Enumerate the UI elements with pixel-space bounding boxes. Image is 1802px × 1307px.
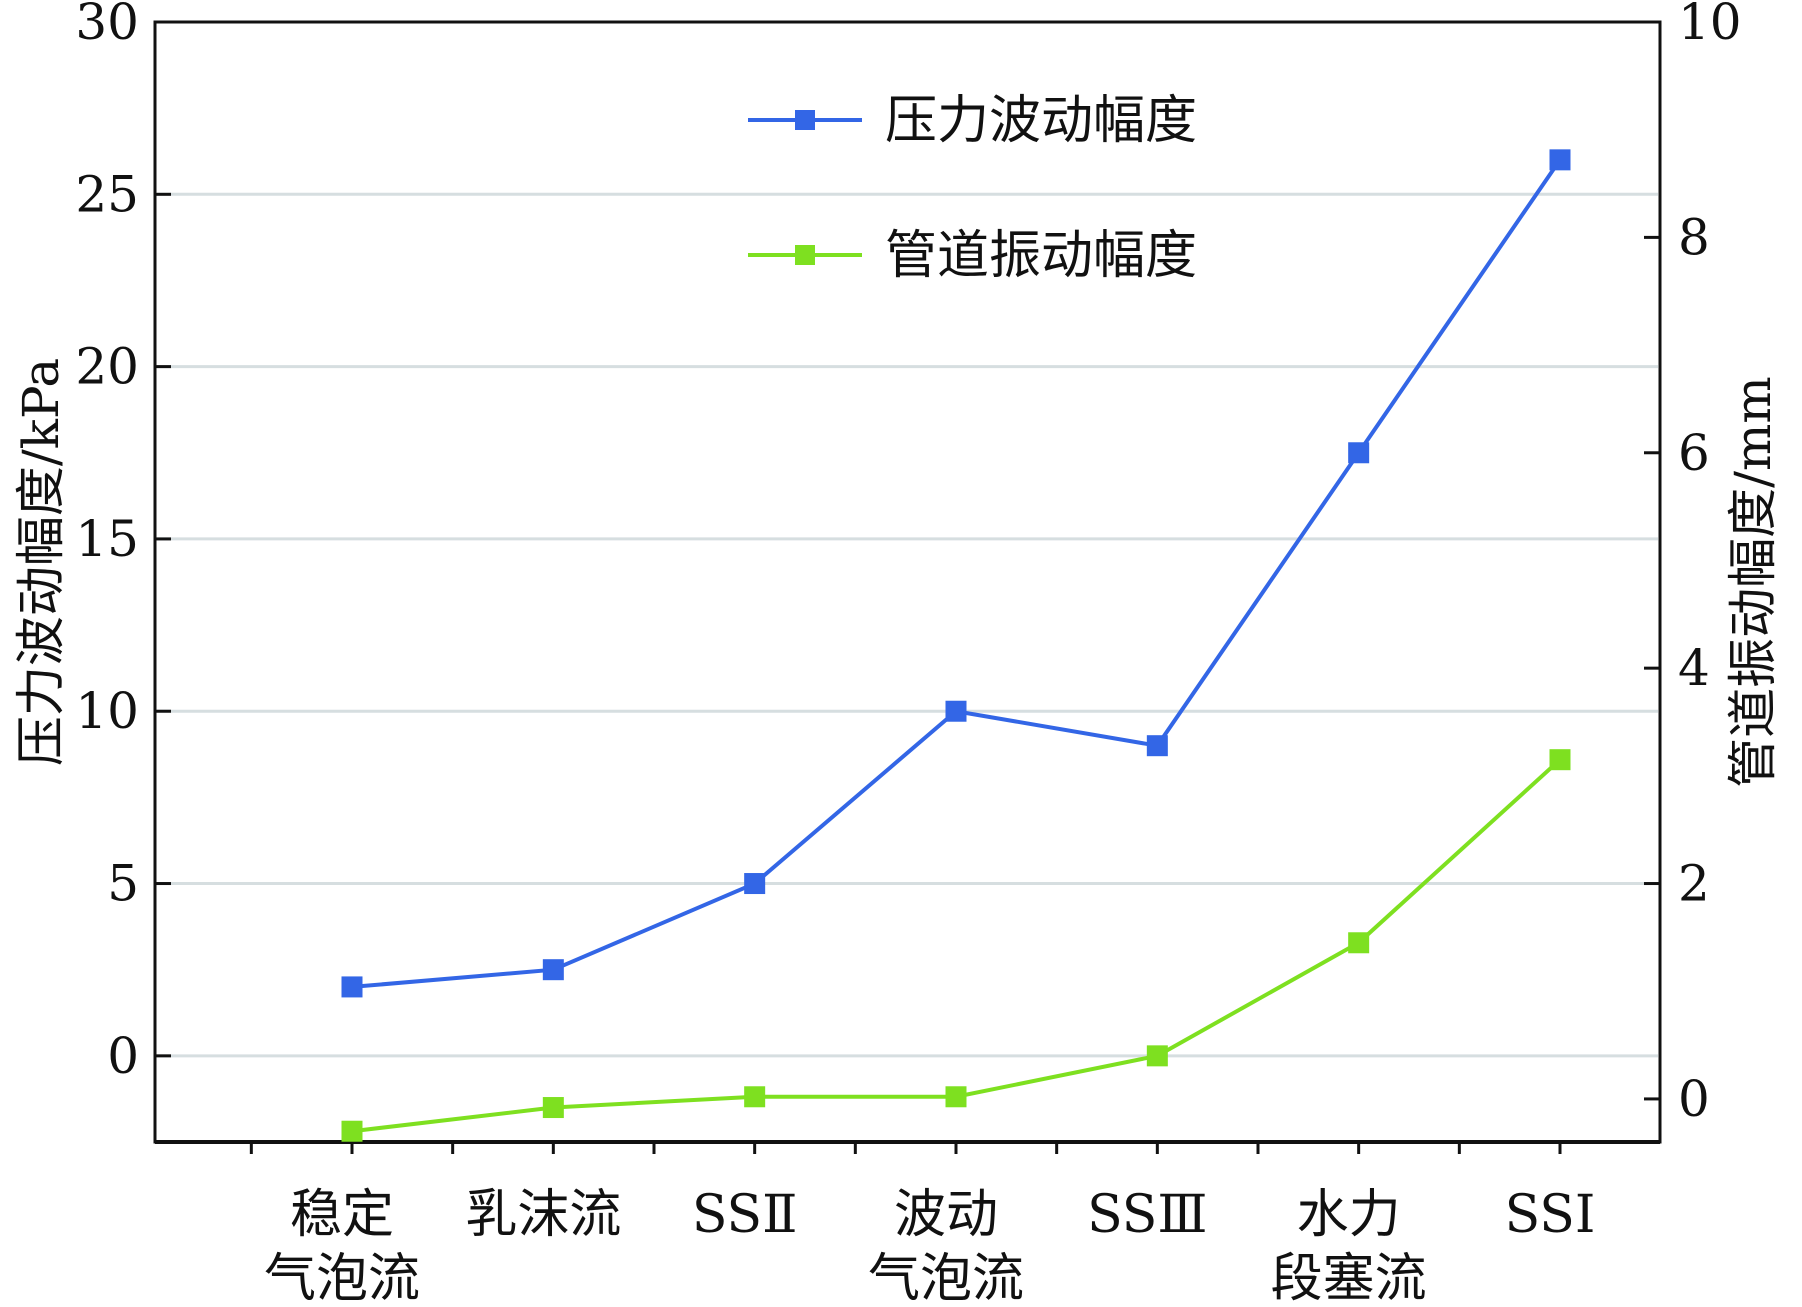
y-left-tick-label: 0: [107, 1027, 139, 1085]
y-right-tick-label: 0: [1678, 1070, 1710, 1128]
data-point: [341, 976, 363, 998]
x-category-label: 波动: [894, 1185, 998, 1245]
data-point: [945, 1086, 967, 1108]
legend-marker: [795, 110, 815, 130]
x-category-label: 乳沫流: [465, 1185, 621, 1245]
x-category-label: SSⅡ: [692, 1185, 798, 1245]
data-point: [1549, 149, 1571, 171]
y-axis-left-title: 压力波动幅度/kPa: [12, 358, 70, 766]
x-category-label: SSⅠ: [1505, 1185, 1596, 1245]
x-category-label: 段塞流: [1271, 1249, 1427, 1307]
y-left-tick-label: 10: [75, 682, 139, 740]
x-category-label: 水力: [1297, 1185, 1401, 1245]
legend-label: 压力波动幅度: [885, 91, 1197, 151]
axes: [153, 20, 1662, 1154]
data-point: [542, 1097, 564, 1119]
y-left-tick-label: 5: [107, 855, 139, 913]
x-category-label: SSⅢ: [1087, 1185, 1207, 1245]
x-category-label: 气泡流: [868, 1249, 1024, 1307]
y-right-tick-label: 8: [1678, 208, 1710, 266]
data-point: [341, 1120, 363, 1142]
data-point: [1348, 442, 1370, 464]
data-point: [1146, 735, 1168, 757]
data-point: [542, 959, 564, 981]
plot-frame: [153, 20, 1662, 1144]
x-category-label: 稳定: [290, 1185, 394, 1245]
y-left-tick-label: 30: [75, 0, 139, 51]
data-point: [1549, 749, 1571, 771]
legend-marker: [795, 245, 815, 265]
grid-lines: [157, 192, 1658, 1058]
x-category-label: 气泡流: [264, 1249, 420, 1307]
y-right-tick-label: 2: [1678, 855, 1710, 913]
data-point: [1348, 932, 1370, 954]
y-left-tick-label: 15: [75, 510, 139, 568]
y-left-tick-label: 20: [75, 338, 139, 396]
y-right-tick-label: 10: [1678, 0, 1742, 51]
y-axis-right-title: 管道振动幅度/mm: [1724, 376, 1782, 788]
series: [341, 149, 1571, 1142]
y-right-tick-label: 4: [1678, 639, 1710, 697]
legend-label: 管道振动幅度: [885, 226, 1197, 286]
y-right-tick-label: 6: [1678, 424, 1710, 482]
data-point: [1146, 1045, 1168, 1067]
data-point: [945, 700, 967, 722]
y-left-tick-label: 25: [75, 165, 139, 223]
data-point: [744, 873, 766, 895]
data-point: [744, 1086, 766, 1108]
tick-labels: 0 5 10 15 20 25 30 0 2 4 6 8 10: [75, 0, 1741, 1128]
series-line: [351, 758, 1562, 1134]
